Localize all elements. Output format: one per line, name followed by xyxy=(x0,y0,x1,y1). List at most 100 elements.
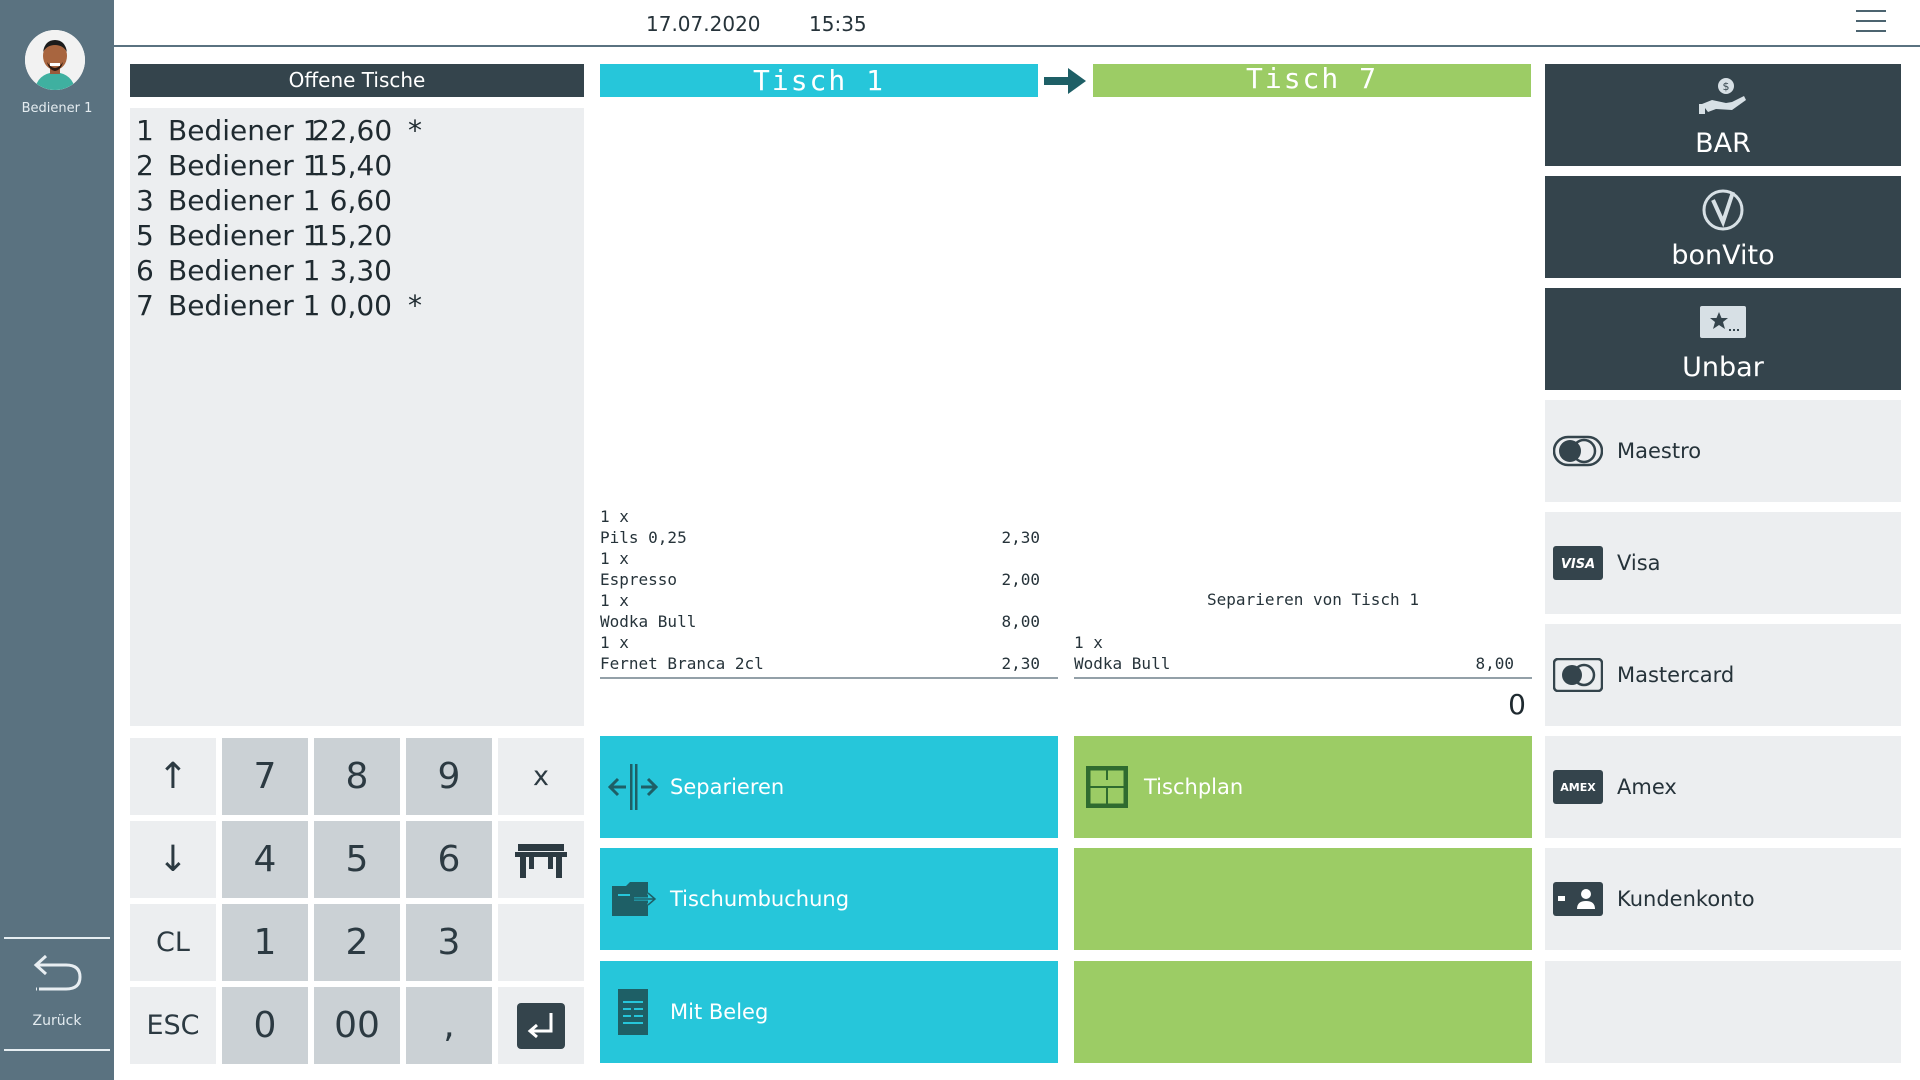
receipt-qty: 1 x xyxy=(600,633,629,652)
open-table-row[interactable]: 3 Bediener 1 6,60 xyxy=(130,182,584,217)
table-amount: 22,60 xyxy=(312,114,393,147)
customer-account-button[interactable]: Kundenkonto xyxy=(1545,848,1901,950)
amex-icon: AMEX xyxy=(1553,770,1603,804)
open-table-row[interactable]: 1 Bediener 1 22,60 * xyxy=(130,112,584,147)
table-amount: 15,40 xyxy=(312,149,393,182)
current-date: 17.07.2020 xyxy=(646,12,761,36)
receipt-item[interactable]: Wodka Bull 8,00 xyxy=(600,611,1040,632)
current-time: 15:35 xyxy=(809,12,867,36)
non-cash-payment-button[interactable]: Unbar xyxy=(1545,288,1901,390)
table-waiter: Bediener 1 xyxy=(168,184,321,217)
visa-payment-button[interactable]: VISA Visa xyxy=(1545,512,1901,614)
empty-action-button[interactable] xyxy=(1074,961,1532,1063)
target-receipt: 1 x Wodka Bull 8,00 xyxy=(1074,632,1514,674)
key-1[interactable]: 1 xyxy=(222,904,308,981)
receipt-item[interactable]: Fernet Branca 2cl 2,30 xyxy=(600,653,1040,674)
empty-action-button[interactable] xyxy=(1074,848,1532,950)
table-number: 7 xyxy=(136,289,154,322)
enter-key[interactable] xyxy=(498,987,584,1064)
hamburger-menu-icon[interactable] xyxy=(1856,10,1886,36)
rail-divider xyxy=(4,1049,110,1051)
left-rail: Bediener 1 Zurück xyxy=(0,0,114,1080)
voucher-card-icon xyxy=(1700,306,1746,338)
multiply-key[interactable]: x xyxy=(498,738,584,815)
user-avatar[interactable] xyxy=(25,30,85,90)
visa-logo-text: VISA xyxy=(1561,557,1595,572)
open-tables-title: Offene Tische xyxy=(130,64,584,97)
key-7[interactable]: 7 xyxy=(222,738,308,815)
with-receipt-button[interactable]: Mit Beleg xyxy=(600,961,1058,1063)
avatar-icon xyxy=(25,30,85,90)
arrow-up-key[interactable]: ↑ xyxy=(130,738,216,815)
mastercard-label: Mastercard xyxy=(1617,663,1735,687)
back-label: Zurück xyxy=(32,1013,82,1029)
item-name: Fernet Branca 2cl xyxy=(600,654,764,673)
key-8[interactable]: 8 xyxy=(314,738,400,815)
mastercard-payment-button[interactable]: Mastercard xyxy=(1545,624,1901,726)
table-rebook-button[interactable]: Tischumbuchung xyxy=(600,848,1058,950)
top-bar: 17.07.2020 15:35 xyxy=(114,0,1920,47)
key-4[interactable]: 4 xyxy=(222,821,308,898)
table-rebook-label: Tischumbuchung xyxy=(670,887,850,911)
open-table-row[interactable]: 7 Bediener 1 0,00 * xyxy=(130,287,584,322)
cash-payment-button[interactable]: $ BAR xyxy=(1545,64,1901,166)
target-receipt-note: Separieren von Tisch 1 xyxy=(1207,590,1419,609)
cash-label: BAR xyxy=(1695,128,1751,159)
item-name: Pils 0,25 xyxy=(600,528,687,547)
key-9[interactable]: 9 xyxy=(406,738,492,815)
table-waiter: Bediener 1 xyxy=(168,149,321,182)
receipt-qty: 1 x xyxy=(600,549,629,568)
table-plan-label: Tischplan xyxy=(1144,775,1244,799)
table-waiter: Bediener 1 xyxy=(168,289,321,322)
visa-label: Visa xyxy=(1617,551,1661,575)
maestro-icon xyxy=(1553,435,1603,467)
user-name: Bediener 1 xyxy=(21,101,93,116)
comma-key[interactable]: , xyxy=(406,987,492,1064)
clear-key[interactable]: CL xyxy=(130,904,216,981)
key-3[interactable]: 3 xyxy=(406,904,492,981)
transfer-arrow-icon xyxy=(1044,68,1086,94)
table-amount: 3,30 xyxy=(329,254,392,287)
visa-icon: VISA xyxy=(1553,546,1603,580)
target-receipt-divider xyxy=(1074,677,1532,679)
separate-button[interactable]: Separieren xyxy=(600,736,1058,838)
key-2[interactable]: 2 xyxy=(314,904,400,981)
receipt-item[interactable]: Espresso 2,00 xyxy=(600,569,1040,590)
receipt-item[interactable]: Pils 0,25 2,30 xyxy=(600,527,1040,548)
back-button[interactable]: Zurück xyxy=(4,940,110,1048)
item-price: 8,00 xyxy=(1001,612,1040,631)
key-0[interactable]: 0 xyxy=(222,987,308,1064)
table-plan-button[interactable]: Tischplan xyxy=(1074,736,1532,838)
receipt-qty: 1 x xyxy=(1074,633,1103,652)
open-table-row[interactable]: 5 Bediener 1 15,20 xyxy=(130,217,584,252)
table-waiter: Bediener 1 xyxy=(168,219,321,252)
split-icon xyxy=(608,764,658,810)
table-key[interactable] xyxy=(498,821,584,898)
amex-payment-button[interactable]: AMEX Amex xyxy=(1545,736,1901,838)
open-table-row[interactable]: 6 Bediener 1 3,30 xyxy=(130,252,584,287)
table-transfer-icon xyxy=(612,882,658,916)
table-waiter: Bediener 1 xyxy=(168,254,321,287)
maestro-payment-button[interactable]: Maestro xyxy=(1545,400,1901,502)
maestro-label: Maestro xyxy=(1617,439,1702,463)
table-marker: * xyxy=(408,289,422,322)
receipt-item[interactable]: Wodka Bull 8,00 xyxy=(1074,653,1514,674)
customer-account-icon xyxy=(1553,882,1603,916)
floor-plan-icon xyxy=(1086,766,1128,808)
key-00[interactable]: 00 xyxy=(314,987,400,1064)
separate-label: Separieren xyxy=(670,775,785,799)
key-6[interactable]: 6 xyxy=(406,821,492,898)
key-5[interactable]: 5 xyxy=(314,821,400,898)
source-receipt-divider xyxy=(600,677,1058,679)
target-input-value: 0 xyxy=(1508,688,1526,721)
bonvito-payment-button[interactable]: bonVito xyxy=(1545,176,1901,278)
cash-hand-icon: $ xyxy=(1699,78,1746,114)
item-price: 2,30 xyxy=(1001,654,1040,673)
item-price: 2,00 xyxy=(1001,570,1040,589)
item-price: 2,30 xyxy=(1001,528,1040,547)
receipt-qty: 1 x xyxy=(600,591,629,610)
arrow-down-key[interactable]: ↓ xyxy=(130,821,216,898)
receipt-icon xyxy=(618,989,648,1035)
escape-key[interactable]: ESC xyxy=(130,987,216,1064)
open-table-row[interactable]: 2 Bediener 1 15,40 xyxy=(130,147,584,182)
